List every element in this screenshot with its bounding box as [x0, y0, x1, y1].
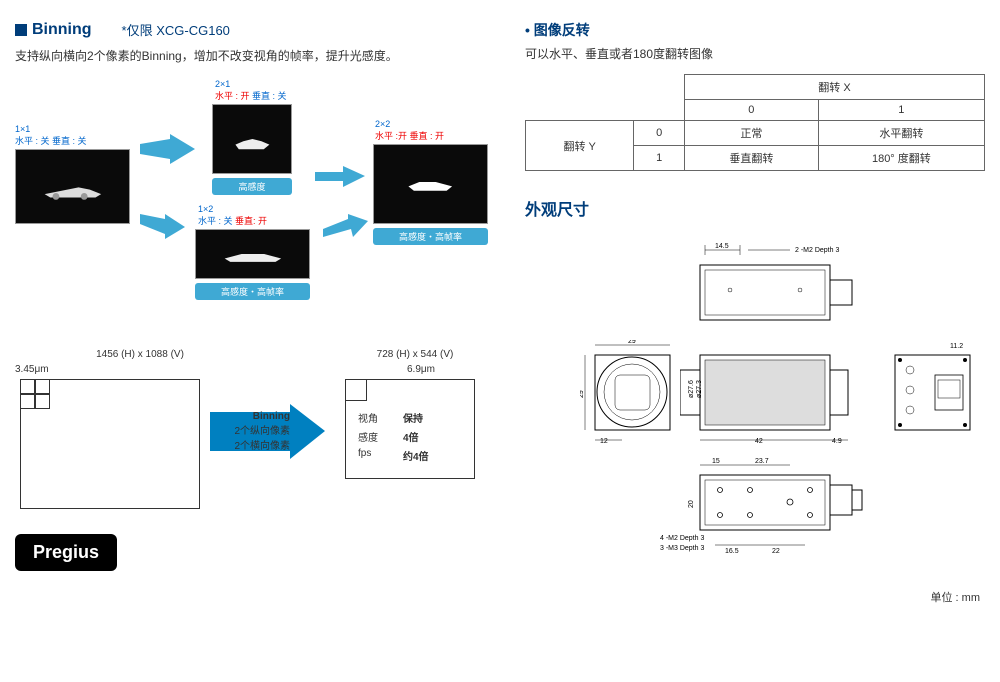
result-row-3: fps约4倍 [352, 446, 468, 465]
label-1x1: 1×1 水平 : 关 垂直 : 关 [15, 124, 87, 147]
arrow-2 [140, 209, 185, 239]
svg-text:22: 22 [772, 548, 780, 555]
pregius-logo: Pregius [15, 534, 117, 571]
tag-1x2: 高感度・高帧率 [195, 283, 310, 300]
unit-label: 单位 : mm [931, 589, 981, 605]
svg-text:29: 29 [628, 340, 636, 345]
svg-text:4 -M2 Depth 3: 4 -M2 Depth 3 [660, 535, 704, 542]
dim-top-view: 14.5 2 -M2 Depth 3 [680, 240, 880, 325]
arrow-1 [140, 134, 195, 164]
result-box: 视角保持 感度4倍 fps约4倍 [345, 379, 475, 479]
binning-diagram: 1×1 水平 : 关 垂直 : 关 2×1 水平 : 开 垂直 : 关 高感度 … [15, 79, 505, 339]
um1-label: 3.45μm [15, 364, 49, 375]
svg-text:4.9: 4.9 [832, 438, 842, 445]
svg-text:3 -M3 Depth 3: 3 -M3 Depth 3 [660, 545, 704, 552]
cell-1: 1 [818, 100, 984, 121]
cell-11: 180° 度翻转 [818, 146, 984, 171]
label-2x2: 2×2 水平 :开 垂直 : 开 [375, 119, 444, 142]
um2-label: 6.9μm [335, 364, 435, 375]
title-text: Binning [32, 21, 92, 39]
binning-chart: 1456 (H) x 1088 (V) 3.45μm Binning 2个纵向像… [15, 349, 505, 519]
img-2x2 [373, 144, 488, 224]
dimensions-drawing: 14.5 2 -M2 Depth 3 29 29 12 ø27.6 ø2 [525, 240, 985, 610]
arrow-3 [315, 164, 365, 189]
cell-0: 0 [685, 100, 819, 121]
result-row-2: 感度4倍 [352, 427, 468, 446]
label-2x1: 2×1 水平 : 开 垂直 : 关 [215, 79, 287, 102]
svg-text:16.5: 16.5 [725, 548, 739, 555]
dim-bottom-view: 15 23.7 20 4 -M2 Depth 3 3 -M3 Depth 3 1… [660, 455, 910, 565]
cell-y0: 0 [634, 121, 685, 146]
grid1 [20, 379, 200, 509]
svg-text:ø27.3: ø27.3 [696, 380, 703, 398]
cell-10: 垂直翻转 [685, 146, 819, 171]
cell-00: 正常 [685, 121, 819, 146]
svg-text:23.7: 23.7 [755, 458, 769, 465]
dim-side-view: ø27.6 ø27.3 42 4.9 [680, 340, 880, 445]
arrow-4 [323, 209, 368, 239]
img-1x1 [15, 149, 130, 224]
tag-2x2: 高感度・高帧率 [373, 228, 488, 245]
dim-front-view: 29 29 12 [580, 340, 680, 445]
img-2x1 [212, 104, 292, 174]
img-1x2 [195, 229, 310, 279]
tag-2x1: 高感度 [212, 178, 292, 195]
flip-table: 翻转 X 01 翻转 Y0正常水平翻转 1垂直翻转180° 度翻转 [525, 74, 985, 171]
res1-label: 1456 (H) x 1088 (V) [65, 349, 215, 360]
svg-text:20: 20 [688, 500, 695, 508]
svg-text:ø27.6: ø27.6 [688, 380, 695, 398]
result-row-1: 视角保持 [352, 408, 468, 427]
dim-rear-view: 11.2 [890, 340, 980, 445]
th-x: 翻转 X [685, 75, 985, 100]
th-y: 翻转 Y [526, 121, 634, 171]
title-square [15, 24, 27, 36]
flip-title: • 图像反转 [525, 20, 985, 40]
arrow-text: Binning 2个纵向像素 2个横向像素 [215, 411, 290, 452]
binning-title: Binning *仅限 XCG-CG160 [15, 20, 505, 39]
flip-desc: 可以水平、垂直或者180度翻转图像 [525, 45, 985, 62]
svg-text:11.2: 11.2 [950, 343, 963, 350]
svg-text:15: 15 [712, 458, 720, 465]
svg-text:12: 12 [600, 438, 608, 445]
dimensions-title: 外观尺寸 [525, 196, 985, 220]
svg-text:2 -M2 Depth 3: 2 -M2 Depth 3 [795, 247, 839, 254]
svg-text:29: 29 [580, 390, 585, 398]
label-1x2: 1×2 水平 : 关 垂直: 开 [198, 204, 267, 227]
svg-text:14.5: 14.5 [715, 243, 729, 250]
res2-label: 728 (H) x 544 (V) [355, 349, 475, 360]
binning-desc: 支持纵向横向2个像素的Binning，增加不改变视角的帧率，提升光感度。 [15, 47, 505, 64]
cell-y1: 1 [634, 146, 685, 171]
svg-text:42: 42 [755, 438, 763, 445]
title-subtitle: *仅限 XCG-CG160 [122, 20, 230, 39]
cell-01: 水平翻转 [818, 121, 984, 146]
